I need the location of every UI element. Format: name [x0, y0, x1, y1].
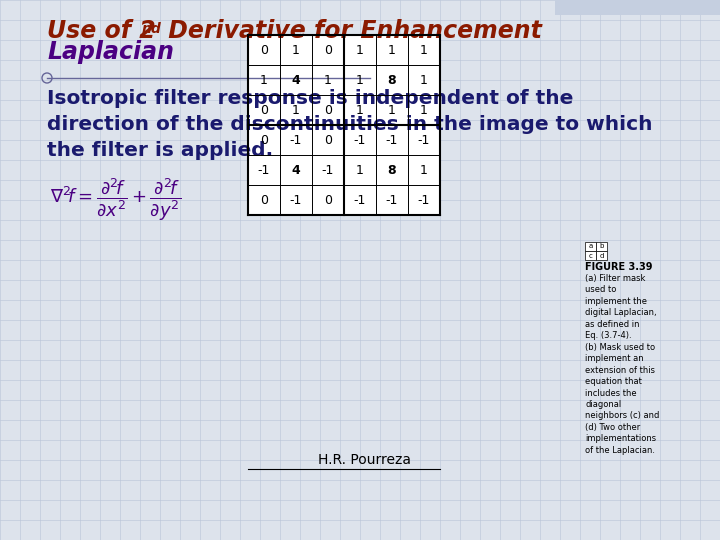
Text: -1: -1	[418, 133, 430, 146]
Text: 1: 1	[292, 104, 300, 117]
Text: Use of 2: Use of 2	[47, 19, 156, 43]
Text: 0: 0	[260, 44, 268, 57]
Text: H.R. Pourreza: H.R. Pourreza	[318, 453, 412, 467]
Text: 0: 0	[324, 104, 332, 117]
Text: Isotropic filter response is independent of the: Isotropic filter response is independent…	[47, 89, 573, 108]
Text: 1: 1	[324, 73, 332, 86]
Text: -1: -1	[386, 193, 398, 206]
Text: 0: 0	[324, 193, 332, 206]
Text: 1: 1	[420, 44, 428, 57]
Bar	[248, 35, 440, 215]
Text: a: a	[588, 244, 593, 249]
Text: 0: 0	[260, 104, 268, 117]
Text: 8: 8	[387, 164, 396, 177]
Bar	[555, 0, 720, 15]
Text: 1: 1	[388, 44, 396, 57]
Text: -1: -1	[258, 164, 270, 177]
Text: -1: -1	[322, 164, 334, 177]
Text: 1: 1	[388, 104, 396, 117]
Text: 1: 1	[356, 44, 364, 57]
Text: nd: nd	[142, 22, 162, 36]
Text: b: b	[599, 244, 603, 249]
Text: 1: 1	[420, 104, 428, 117]
Bar	[585, 251, 596, 260]
Text: c: c	[588, 253, 593, 259]
Bar	[596, 251, 607, 260]
Text: the filter is applied.: the filter is applied.	[47, 141, 273, 160]
Text: -1: -1	[418, 193, 430, 206]
Text: 4: 4	[292, 164, 300, 177]
Text: Laplacian: Laplacian	[47, 40, 174, 64]
Text: -1: -1	[354, 193, 366, 206]
Text: -1: -1	[290, 193, 302, 206]
Text: -1: -1	[290, 133, 302, 146]
Text: 8: 8	[387, 73, 396, 86]
Text: 1: 1	[260, 73, 268, 86]
Text: 1: 1	[356, 164, 364, 177]
Text: 4: 4	[292, 73, 300, 86]
Text: $\nabla^2\!f = \dfrac{\partial^2\!f}{\partial x^2} + \dfrac{\partial^2\!f}{\part: $\nabla^2\!f = \dfrac{\partial^2\!f}{\pa…	[50, 177, 181, 224]
Text: 1: 1	[356, 104, 364, 117]
Text: -1: -1	[354, 133, 366, 146]
Text: 0: 0	[260, 133, 268, 146]
Text: 0: 0	[324, 133, 332, 146]
Text: -1: -1	[386, 133, 398, 146]
Text: (a) Filter mask
used to
implement the
digital Laplacian,
as defined in
Eq. (3.7-: (a) Filter mask used to implement the di…	[585, 274, 660, 455]
Text: direction of the discontinuities in the image to which: direction of the discontinuities in the …	[47, 115, 652, 134]
Text: 1: 1	[292, 44, 300, 57]
Bar	[596, 242, 607, 251]
Text: 0: 0	[260, 193, 268, 206]
Text: 0: 0	[324, 44, 332, 57]
Text: d: d	[599, 253, 603, 259]
Text: FIGURE 3.39: FIGURE 3.39	[585, 262, 652, 272]
Bar	[585, 242, 596, 251]
Text: Derivative for Enhancement: Derivative for Enhancement	[160, 19, 542, 43]
Text: 1: 1	[420, 73, 428, 86]
Text: 1: 1	[420, 164, 428, 177]
Text: 1: 1	[356, 73, 364, 86]
